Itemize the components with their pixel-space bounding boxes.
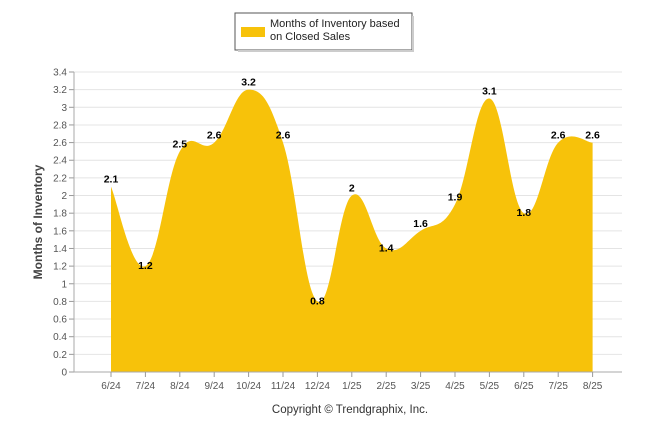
- x-tick-label: 2/25: [376, 381, 396, 392]
- x-tick-label: 11/24: [271, 381, 296, 392]
- y-tick-label: 2.2: [53, 173, 67, 184]
- area-series: [111, 89, 593, 372]
- y-tick-label: 0.6: [53, 315, 67, 326]
- data-label: 1.9: [448, 191, 463, 203]
- y-tick-label: 0.8: [53, 297, 67, 308]
- legend-label-line-1: Months of Inventory based: [270, 18, 400, 30]
- x-tick-label: 12/24: [305, 381, 330, 392]
- x-tick-label: 7/25: [548, 381, 568, 392]
- x-tick-label: 7/24: [136, 381, 156, 392]
- legend-swatch: [241, 27, 265, 37]
- data-label: 3.1: [482, 85, 497, 97]
- y-tick-label: 1: [61, 279, 67, 290]
- x-tick-label: 9/24: [204, 381, 224, 392]
- x-tick-label: 8/25: [583, 381, 603, 392]
- data-label: 1.8: [516, 207, 531, 219]
- x-tick-label: 6/24: [101, 381, 121, 392]
- legend: Months of Inventory based on Closed Sale…: [234, 12, 414, 52]
- y-tick-label: 2: [61, 191, 67, 202]
- data-label: 2: [349, 183, 355, 195]
- legend-box-shadow-bottom: [238, 50, 414, 52]
- y-tick-label: 1.4: [53, 244, 67, 255]
- y-tick-label: 0.2: [53, 350, 67, 361]
- data-label: 1.4: [379, 242, 394, 254]
- y-tick-label: 2.8: [53, 120, 67, 131]
- data-label: 2.6: [585, 130, 600, 142]
- y-axis-title: Months of Inventory: [31, 164, 45, 279]
- y-tick-label: 1.2: [53, 262, 67, 273]
- data-label: 0.8: [310, 295, 325, 307]
- y-tick-label: 3.4: [53, 68, 67, 79]
- y-tick-label: 0: [61, 368, 67, 379]
- data-label: 2.6: [207, 130, 222, 142]
- y-tick-label: 3: [61, 103, 67, 114]
- x-tick-label: 1/25: [342, 381, 362, 392]
- data-label: 1.2: [138, 260, 153, 272]
- legend-box-shadow: [412, 16, 414, 52]
- x-tick-label: 6/25: [514, 381, 534, 392]
- data-label: 2.5: [172, 138, 187, 150]
- x-tick-label: 3/25: [411, 381, 431, 392]
- x-axis: 6/24 7/24 8/24 9/24 10/24 11/24 12/24 1/25 2/25 3…: [74, 371, 622, 392]
- plot-area: [111, 89, 593, 372]
- y-tick-label: 2.4: [53, 156, 67, 167]
- y-tick-label: 1.8: [53, 209, 67, 220]
- x-tick-label: 5/25: [480, 381, 500, 392]
- data-label: 2.6: [551, 130, 566, 142]
- legend-label-line-2: on Closed Sales: [270, 31, 351, 43]
- x-tick-label: 10/24: [236, 381, 261, 392]
- y-axis: 0 0.2 0.4 0.6 0.8 1 1.2 1.4 1.6 1.8 2 2.2 2.4 2.6 2.8 3…: [53, 68, 75, 379]
- y-tick-label: 0.4: [53, 332, 67, 343]
- footer-copyright: Copyright © Trendgraphix, Inc.: [272, 404, 428, 416]
- y-tick-label: 3.2: [53, 85, 67, 96]
- x-tick-label: 4/25: [445, 381, 465, 392]
- data-label: 3.2: [241, 77, 256, 89]
- data-labels: 2.1 1.2 2.5 2.6 3.2 2.6 0.8 2 1.4 1.6 1.9 3.1 1.8 2.6…: [104, 77, 600, 308]
- y-tick-label: 2.6: [53, 138, 67, 149]
- data-label: 2.1: [104, 174, 119, 186]
- data-label: 2.6: [276, 130, 291, 142]
- y-tick-label: 1.6: [53, 226, 67, 237]
- data-label: 1.6: [413, 218, 428, 230]
- x-tick-label: 8/24: [170, 381, 190, 392]
